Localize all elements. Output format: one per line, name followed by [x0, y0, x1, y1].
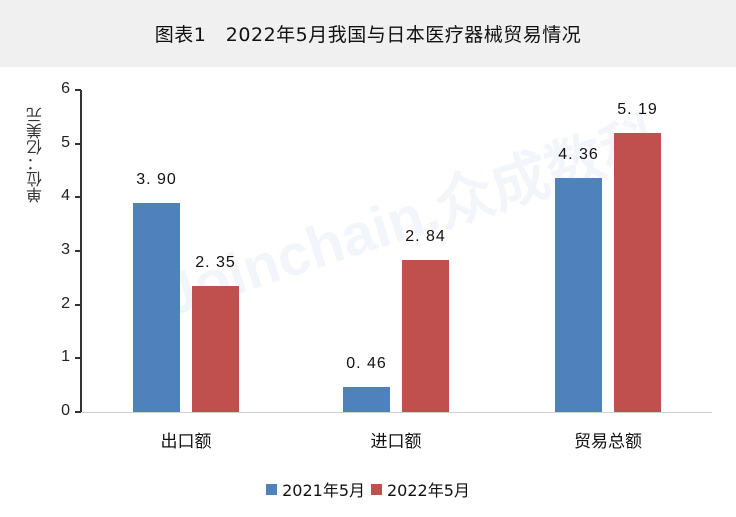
legend-label-2021: 2021年5月: [282, 481, 365, 500]
legend-label-2022: 2022年5月: [387, 481, 470, 500]
y-tick: [75, 89, 81, 91]
legend-swatch-2021: [266, 483, 278, 495]
bar: [614, 133, 661, 412]
y-tick-label: 0: [61, 402, 70, 419]
bar: [343, 387, 390, 412]
bar-value-label: 2. 84: [405, 227, 446, 245]
bar-value-label: 0. 46: [346, 355, 387, 373]
bar-value-label: 5. 19: [617, 101, 658, 119]
bar: [133, 202, 180, 412]
bar-value-label: 4. 36: [558, 146, 599, 163]
y-tick: [75, 357, 81, 360]
category-label: 进口额: [370, 432, 422, 452]
legend: 2021年5月 2022年5月: [0, 477, 736, 501]
y-tick: [75, 196, 81, 199]
chart-title-bar: 图表1 2022年5月我国与日本医疗器械贸易情况: [0, 0, 736, 67]
legend-item-2021: 2021年5月: [266, 477, 365, 501]
y-tick-label: 1: [61, 348, 70, 366]
y-tick-label: 3: [61, 241, 70, 258]
legend-swatch-2022: [371, 483, 382, 495]
y-axis-label: 单位：亿美元: [26, 107, 45, 203]
x-axis-line: [81, 412, 712, 413]
bar-value-label: 3. 90: [136, 170, 177, 188]
y-tick: [75, 250, 81, 252]
bar: [192, 285, 239, 412]
y-tick-label: 2: [61, 294, 70, 312]
legend-item-2022: 2022年5月: [371, 477, 470, 501]
chart-title: 图表1 2022年5月我国与日本医疗器械贸易情况: [154, 24, 582, 46]
y-tick: [75, 142, 81, 145]
category-label: 出口额: [160, 432, 212, 452]
category-label: 贸易总额: [574, 432, 642, 452]
y-tick-label: 6: [61, 80, 70, 97]
y-tick-label: 4: [61, 187, 70, 205]
bar-value-label: 2. 35: [195, 253, 236, 271]
bar: [402, 259, 449, 412]
y-tick: [75, 303, 81, 306]
bar: [555, 178, 602, 412]
y-tick-label: 5: [61, 133, 70, 151]
y-axis-line: [80, 90, 82, 413]
y-tick: [75, 411, 81, 413]
